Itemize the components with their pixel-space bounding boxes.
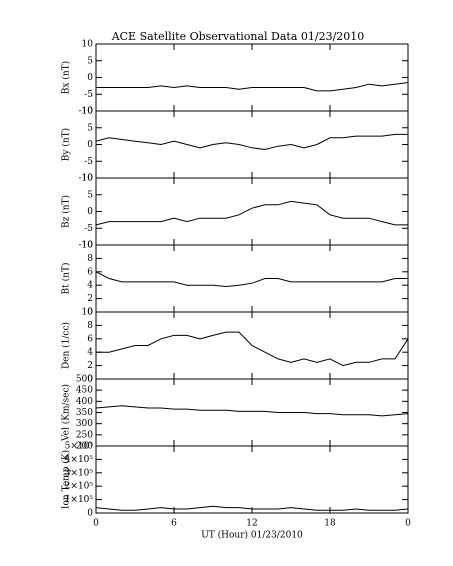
y-tick-label: -5 <box>84 90 93 100</box>
data-line <box>96 82 409 92</box>
data-line <box>95 505 409 511</box>
y-tick-label: 0 <box>87 73 93 83</box>
y-axis-label: Vel (Km/sec) <box>61 384 72 442</box>
y-tick-label: 10 <box>82 40 94 50</box>
y-tick-label: 10 <box>82 107 94 117</box>
y-tick-label: 1×10⁵ <box>65 495 94 505</box>
panel-frame <box>95 378 409 447</box>
y-tick-label: 4 <box>87 348 93 358</box>
x-tick-label: 18 <box>324 519 336 529</box>
panel-frame <box>95 177 409 246</box>
y-tick-label: 500 <box>76 375 93 385</box>
y-tick-label: 5 <box>87 190 93 200</box>
y-tick-label: 250 <box>76 430 93 440</box>
x-tick-label: 12 <box>246 519 257 529</box>
y-axis-label: By (nT) <box>61 128 72 161</box>
data-line <box>96 331 409 367</box>
y-tick-label: 10 <box>82 308 94 318</box>
y-tick-label: 6 <box>87 334 93 344</box>
y-tick-label: 450 <box>76 386 93 396</box>
y-tick-label: 2 <box>87 361 93 371</box>
y-tick-label: 0 <box>87 308 93 318</box>
y-tick-label: 5 <box>87 56 93 66</box>
y-tick-label: 5×10⁵ <box>65 442 94 452</box>
panel-frame <box>95 43 409 112</box>
y-axis-label: Den (1/cc) <box>61 322 72 369</box>
y-tick-label: 10 <box>82 241 94 251</box>
y-axis-label: Bt (nT) <box>61 263 72 295</box>
y-tick-label: 0 <box>87 375 93 385</box>
y-tick-label: -5 <box>84 157 93 167</box>
y-axis-label: Bz (nT) <box>61 195 72 228</box>
y-tick-label: 6 <box>87 267 93 277</box>
y-tick-label: 200 <box>76 442 93 452</box>
y-tick-label: 5 <box>87 123 93 133</box>
y-tick-label: 0 <box>87 140 93 150</box>
panel-frame <box>95 110 409 179</box>
panel-frame <box>95 244 409 313</box>
y-tick-label: 400 <box>76 397 93 407</box>
y-tick-label: 350 <box>76 408 93 418</box>
x-tick-label: 0 <box>405 519 411 529</box>
y-tick-label: 0 <box>87 207 93 217</box>
y-tick-label: 8 <box>87 254 93 264</box>
y-tick-label: 8 <box>87 321 93 331</box>
y-tick-label: -10 <box>79 174 94 184</box>
y-tick-label: -5 <box>84 224 93 234</box>
data-line <box>95 200 408 226</box>
data-line <box>95 133 408 151</box>
x-tick-label: 6 <box>171 519 177 529</box>
y-tick-label: 300 <box>76 419 93 429</box>
y-tick-label: 4×10⁵ <box>65 455 94 465</box>
y-axis-label: Ion Temp (K) <box>61 450 72 509</box>
panel-frame <box>95 445 409 514</box>
data-line <box>95 405 409 417</box>
y-tick-label: 10 <box>82 174 94 184</box>
chart-title: ACE Satellite Observational Data 01/23/2… <box>111 30 365 43</box>
y-tick-label: -10 <box>79 107 94 117</box>
y-tick-label: 3×10⁵ <box>65 468 94 478</box>
y-axis-label: Bx (nT) <box>61 61 72 94</box>
y-tick-label: 0 <box>87 509 93 519</box>
x-axis-label: UT (Hour) 01/23/2010 <box>201 530 303 541</box>
x-tick-label: 0 <box>93 519 99 529</box>
data-line <box>95 271 408 288</box>
y-tick-label: -10 <box>79 241 94 251</box>
y-tick-label: 2×10⁵ <box>65 482 94 492</box>
y-tick-label: 2 <box>87 294 93 304</box>
y-tick-label: 4 <box>87 281 93 291</box>
